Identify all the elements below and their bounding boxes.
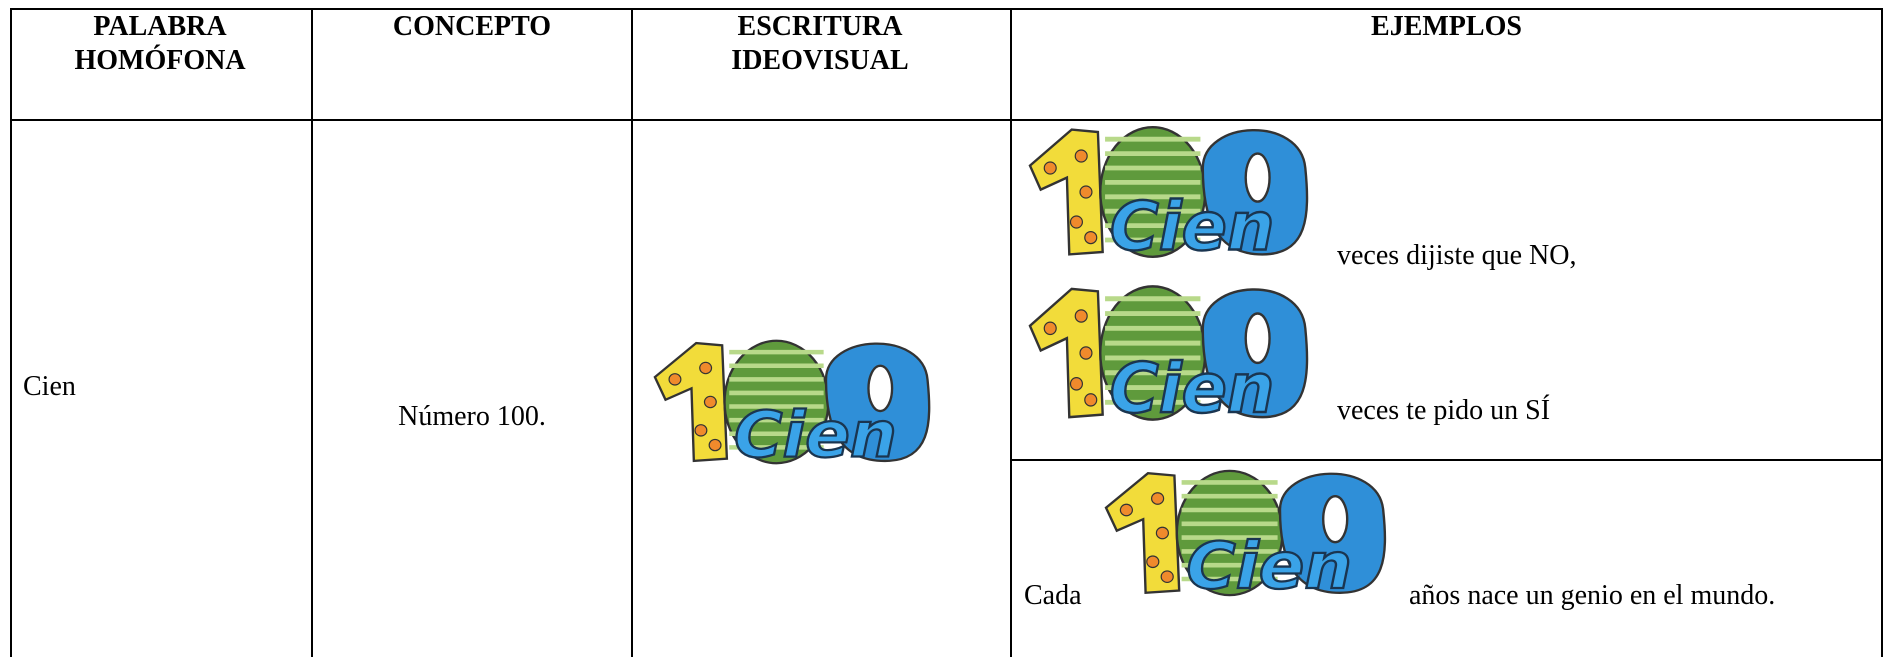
dot <box>1079 185 1093 199</box>
dot <box>1069 377 1084 391</box>
concept: Número 100. <box>398 401 546 432</box>
dot <box>668 373 682 386</box>
border <box>1010 8 1012 657</box>
border <box>1881 8 1883 657</box>
border <box>631 8 633 657</box>
illustration-word: Cien <box>1110 349 1275 427</box>
example-text: Cada <box>1024 580 1082 611</box>
hole <box>867 364 894 413</box>
illustration: Cien <box>649 334 944 473</box>
hole <box>1244 152 1271 203</box>
illustration-word: Cien <box>734 399 897 470</box>
border <box>10 119 1882 121</box>
dot <box>703 395 717 409</box>
dot <box>694 424 708 437</box>
dot <box>1151 492 1165 505</box>
drawing: Cien <box>1028 285 1309 431</box>
illustration: Cien <box>1024 279 1322 431</box>
drawing: Cien <box>1028 126 1309 267</box>
border <box>311 8 313 657</box>
dot <box>1160 570 1174 584</box>
dot <box>1119 503 1133 517</box>
illustration: Cien <box>1024 120 1322 267</box>
header: EJEMPLOS <box>1371 11 1522 42</box>
drawing: Cien <box>1104 469 1387 605</box>
dot <box>1074 309 1088 323</box>
hole <box>1244 312 1271 365</box>
dot <box>1043 321 1057 336</box>
border <box>1010 459 1882 461</box>
drawing: Cien <box>653 339 931 473</box>
dot <box>1043 161 1057 175</box>
dot <box>1084 231 1098 245</box>
word: Cien <box>23 371 76 402</box>
header: PALABRA HOMÓFONA <box>74 11 246 76</box>
illustration-word: Cien <box>1110 187 1275 264</box>
dot <box>699 361 713 375</box>
example-text: veces dijiste que NO, <box>1337 240 1577 271</box>
illustration-word: Cien <box>1186 529 1352 602</box>
dot <box>1084 393 1098 407</box>
border <box>10 8 12 657</box>
dot <box>1155 526 1169 540</box>
illustration: Cien <box>1100 464 1400 605</box>
header: CONCEPTO <box>392 11 552 42</box>
dot <box>1079 346 1093 360</box>
dot <box>1069 215 1084 229</box>
example-text: años nace un genio en el mundo. <box>1409 580 1776 611</box>
border <box>10 8 1882 10</box>
example-text: veces te pido un SÍ <box>1337 395 1551 426</box>
header: ESCRITURA IDEOVISUAL <box>731 11 909 76</box>
hole <box>1322 495 1349 544</box>
dot <box>708 438 722 452</box>
dot <box>1146 555 1160 569</box>
dot <box>1074 149 1088 163</box>
